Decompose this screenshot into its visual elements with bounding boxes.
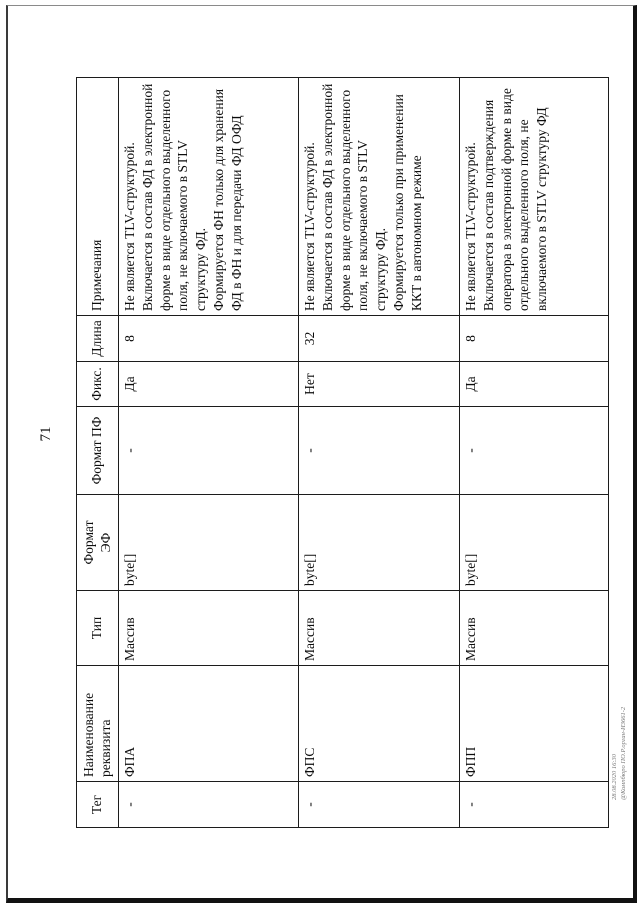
column-header-format_pf: Формат ПФ: [76, 406, 119, 495]
table-row: - ФПС Массив byte[] - Нет 32 Не является TLV-ст…: [298, 77, 460, 828]
cell-fixed: Нет: [298, 361, 460, 407]
cell-format_pf: -: [459, 406, 609, 495]
cell-name: ФПП: [459, 665, 609, 782]
table-header-row: Тег Наименование реквизита Тип Формат ЭФ Фор…: [76, 77, 119, 828]
cell-notes: Не является TLV-структурой. Включается в…: [459, 77, 609, 316]
cell-type: Массив: [459, 590, 609, 666]
cell-length: 8: [118, 315, 299, 362]
cell-format_pf: -: [298, 406, 460, 495]
cell-length: 32: [298, 315, 460, 362]
cell-tag: -: [298, 781, 460, 828]
column-header-fixed: Фикс.: [76, 361, 119, 407]
cell-fixed: Да: [459, 361, 609, 407]
column-header-notes: Примечания: [76, 77, 119, 316]
fiscal-attributes-table: Тег Наименование реквизита Тип Формат ЭФ Фор…: [76, 77, 609, 828]
cell-type: Массив: [298, 590, 460, 666]
table-row: - ФПА Массив byte[] - Да 8 Не является TLV-стру…: [118, 77, 299, 828]
table-body: - ФПА Массив byte[] - Да 8 Не является TLV-стру…: [118, 77, 609, 828]
cell-tag: -: [118, 781, 299, 828]
cell-notes: Не является TLV-структурой. Включается в…: [118, 77, 299, 316]
cell-tag: -: [459, 781, 609, 828]
cell-notes: Не является TLV-структурой. Включается в…: [298, 77, 460, 316]
cell-fixed: Да: [118, 361, 299, 407]
cell-format_ef: byte[]: [459, 494, 609, 591]
print-stamp-reference: @Компбюро ПО.Р.орган-И3661-2: [619, 706, 627, 800]
column-header-tag: Тег: [76, 781, 119, 828]
document-page: 71 Тег Наименование реквизита Тип Формат ЭФ…: [6, 5, 637, 903]
column-header-name: Наименование реквизита: [76, 665, 119, 782]
cell-name: ФПА: [118, 665, 299, 782]
cell-type: Массив: [118, 590, 299, 666]
print-stamp: 28.08.2020 16:30 @Компбюро ПО.Р.орган-И3…: [611, 706, 633, 800]
table-row: - ФПП Массив byte[] - Да 8 Не является TLV-стру…: [459, 77, 609, 828]
column-header-length: Длина: [76, 315, 119, 362]
print-stamp-datetime: 28.08.2020 16:30: [611, 753, 618, 800]
column-header-format_ef: Формат ЭФ: [76, 494, 119, 591]
cell-length: 8: [459, 315, 609, 362]
rotated-table-container: Тег Наименование реквизита Тип Формат ЭФ Фор…: [76, 77, 609, 828]
cell-format_ef: byte[]: [298, 494, 460, 591]
cell-name: ФПС: [298, 665, 460, 782]
column-header-type: Тип: [76, 590, 119, 666]
cell-format_ef: byte[]: [118, 494, 299, 591]
page-number: 71: [38, 426, 54, 442]
cell-format_pf: -: [118, 406, 299, 495]
